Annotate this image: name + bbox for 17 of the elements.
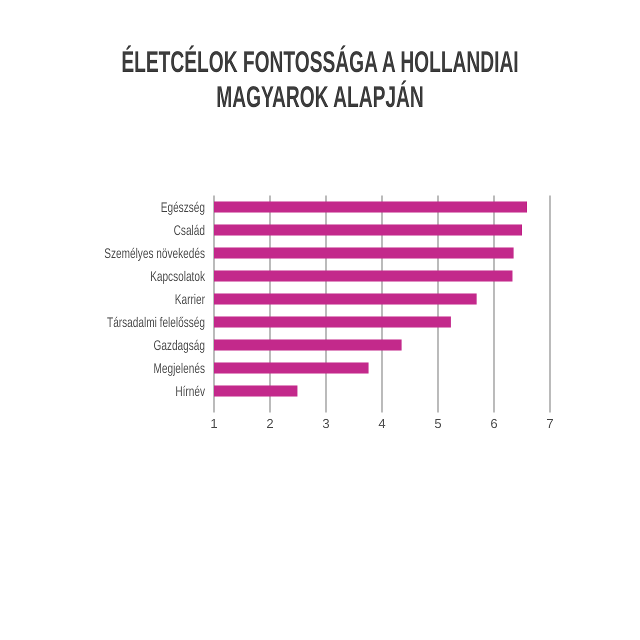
y-tick-label: Karrier [174, 291, 205, 308]
x-tick-label: 3 [322, 416, 330, 431]
y-tick-label: Megjelenés [153, 360, 205, 376]
x-tick-label: 5 [434, 416, 442, 431]
y-tick-label: Személyes növekedés [104, 245, 205, 262]
chart-title: ÉLETCÉLOK FONTOSSÁGA A HOLLANDIAI MAGYAROK ALAPJÁN [121, 44, 519, 114]
x-tick-label: 7 [546, 416, 554, 431]
x-tick-label: 2 [266, 416, 274, 431]
x-tick-label: 1 [210, 416, 218, 431]
y-tick-label: Egészség [160, 199, 205, 216]
x-tick-label: 4 [378, 416, 386, 431]
x-tick-label: 6 [490, 416, 498, 431]
y-tick-label: Család [174, 222, 205, 238]
y-tick-label: Társadalmi felelősség [107, 314, 205, 330]
y-tick-label: Gazdagság [153, 337, 205, 354]
y-tick-label: Hírnév [175, 383, 206, 400]
y-tick-label: Kapcsolatok [150, 268, 206, 284]
